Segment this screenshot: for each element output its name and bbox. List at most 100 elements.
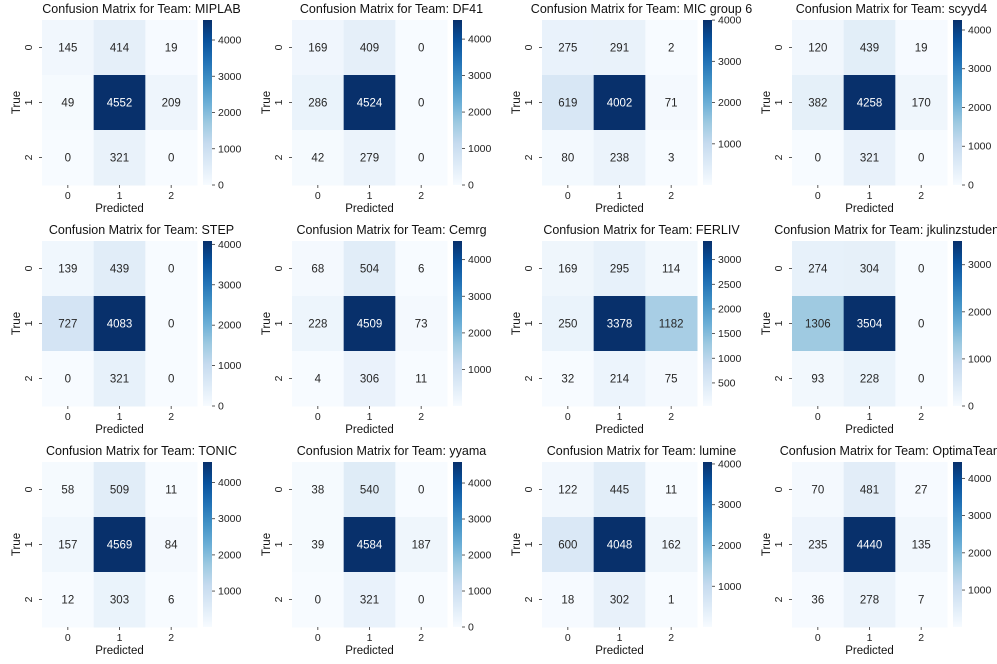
chart-title: Confusion Matrix for Team: MIC group 6 — [531, 2, 752, 16]
colorbar — [453, 241, 462, 406]
heatmap-cell — [542, 462, 595, 518]
heatmap-cell — [542, 241, 595, 297]
chart-title: Confusion Matrix for Team: lumine — [547, 444, 736, 458]
cell-value-label: 321 — [360, 595, 379, 607]
y-tick-label: 1 — [523, 541, 535, 547]
x-axis-label: Predicted — [595, 424, 644, 436]
x-tick-label: 1 — [117, 190, 123, 202]
heatmap-cell — [792, 517, 845, 573]
colorbar-tick-label: 0 — [968, 401, 974, 413]
colorbar-tick-label: 0 — [468, 622, 474, 634]
cell-value-label: 11 — [415, 374, 427, 386]
colorbar-tick-label: 500 — [718, 377, 736, 389]
heatmap-cell — [895, 296, 948, 352]
colorbar-tick-label: 1000 — [468, 364, 492, 376]
colorbar-tick-label: 3000 — [718, 254, 742, 266]
cell-value-label: 291 — [610, 43, 629, 55]
y-tick-label: 0 — [773, 486, 785, 492]
y-tick-label: 0 — [273, 44, 285, 50]
cell-value-label: 509 — [110, 485, 129, 497]
colorbar — [203, 20, 212, 185]
chart-title: Confusion Matrix for Team: FERLIV — [543, 223, 740, 237]
heatmap-cell — [542, 517, 595, 573]
heatmap-cell — [93, 462, 146, 518]
cell-value-label: 36 — [811, 595, 824, 607]
colorbar — [953, 20, 962, 185]
heatmap-cell — [42, 130, 95, 186]
heatmap-cell — [792, 20, 845, 76]
cell-value-label: 1306 — [805, 319, 831, 331]
cell-value-label: 169 — [308, 43, 327, 55]
colorbar-tick-label: 1000 — [218, 360, 242, 372]
x-tick-label: 2 — [918, 411, 924, 423]
x-axis-label: Predicted — [95, 203, 144, 215]
x-axis-label: Predicted — [595, 203, 644, 215]
x-tick-label: 0 — [315, 411, 321, 423]
x-tick-label: 1 — [867, 411, 873, 423]
cell-value-label: 295 — [610, 264, 629, 276]
cell-value-label: 73 — [415, 319, 428, 331]
heatmap-cell — [542, 20, 595, 76]
cell-value-label: 157 — [58, 540, 77, 552]
colorbar-tick-label: 1000 — [468, 143, 492, 155]
cell-value-label: 279 — [360, 153, 379, 165]
cell-value-label: 49 — [61, 98, 74, 110]
cell-value-label: 4083 — [107, 319, 133, 331]
y-tick-label: 1 — [773, 99, 785, 105]
cell-value-label: 58 — [61, 485, 74, 497]
cell-value-label: 84 — [165, 540, 178, 552]
heatmap-cell — [395, 20, 448, 76]
heatmap-cell — [843, 241, 896, 297]
chart-title: Confusion Matrix for Team: scyyd4 — [796, 2, 988, 16]
colorbar-tick-label: 4000 — [218, 477, 242, 489]
confusion-matrix-panel: Confusion Matrix for Team: MIC group 6 2 7… — [500, 0, 752, 221]
y-tick-label: 0 — [23, 265, 35, 271]
x-tick-label: 1 — [117, 411, 123, 423]
x-tick-label: 0 — [315, 190, 321, 202]
colorbar-tick-label: 3000 — [718, 499, 742, 511]
cell-value-label: 4569 — [107, 540, 133, 552]
x-tick-label: 2 — [668, 632, 674, 644]
y-tick-label: 0 — [273, 265, 285, 271]
heatmap-cell — [343, 130, 396, 186]
cell-value-label: 122 — [558, 485, 577, 497]
cell-value-label: 70 — [811, 485, 824, 497]
cell-value-label: 2 — [668, 43, 674, 55]
colorbar-tick-label: 3000 — [218, 513, 242, 525]
colorbar-tick-label: 1000 — [218, 143, 242, 155]
colorbar-tick-label: 3000 — [718, 56, 742, 68]
x-axis-label: Predicted — [95, 424, 144, 436]
cell-value-label: 71 — [665, 98, 678, 110]
chart-title: Confusion Matrix for Team: Cemrg — [296, 223, 486, 237]
y-tick-label: 0 — [773, 265, 785, 271]
x-tick-label: 2 — [418, 632, 424, 644]
y-tick-label: 1 — [23, 320, 35, 326]
cell-value-label: 600 — [558, 540, 577, 552]
colorbar-tick-label: 1000 — [218, 586, 242, 598]
colorbar-tick-label: 2000 — [468, 327, 492, 339]
heatmap-cell — [593, 517, 646, 573]
cell-value-label: 303 — [110, 595, 129, 607]
confusion-matrix-chart: Confusion Matrix for Team: MIPLAB 145 414 1… — [11, 2, 242, 215]
x-tick-label: 1 — [367, 632, 373, 644]
cell-value-label: 619 — [558, 98, 577, 110]
colorbar — [453, 20, 462, 185]
heatmap-cell — [792, 75, 845, 131]
heatmap-cell — [145, 130, 198, 186]
y-tick-label: 1 — [273, 99, 285, 105]
y-tick-label: 1 — [523, 99, 535, 105]
colorbar-tick-label: 0 — [218, 401, 224, 413]
colorbar — [703, 20, 712, 185]
cell-value-label: 135 — [912, 540, 931, 552]
colorbar — [703, 241, 712, 406]
y-axis-label: True — [511, 312, 523, 335]
cell-value-label: 80 — [561, 153, 574, 165]
x-tick-label: 1 — [367, 411, 373, 423]
colorbar-tick-label: 2000 — [718, 97, 742, 109]
y-axis-label: True — [511, 533, 523, 556]
cell-value-label: 4552 — [107, 98, 133, 110]
cell-value-label: 139 — [58, 264, 77, 276]
heatmap-cell — [593, 296, 646, 352]
heatmap-cell — [42, 20, 95, 76]
y-axis-label: True — [761, 533, 773, 556]
